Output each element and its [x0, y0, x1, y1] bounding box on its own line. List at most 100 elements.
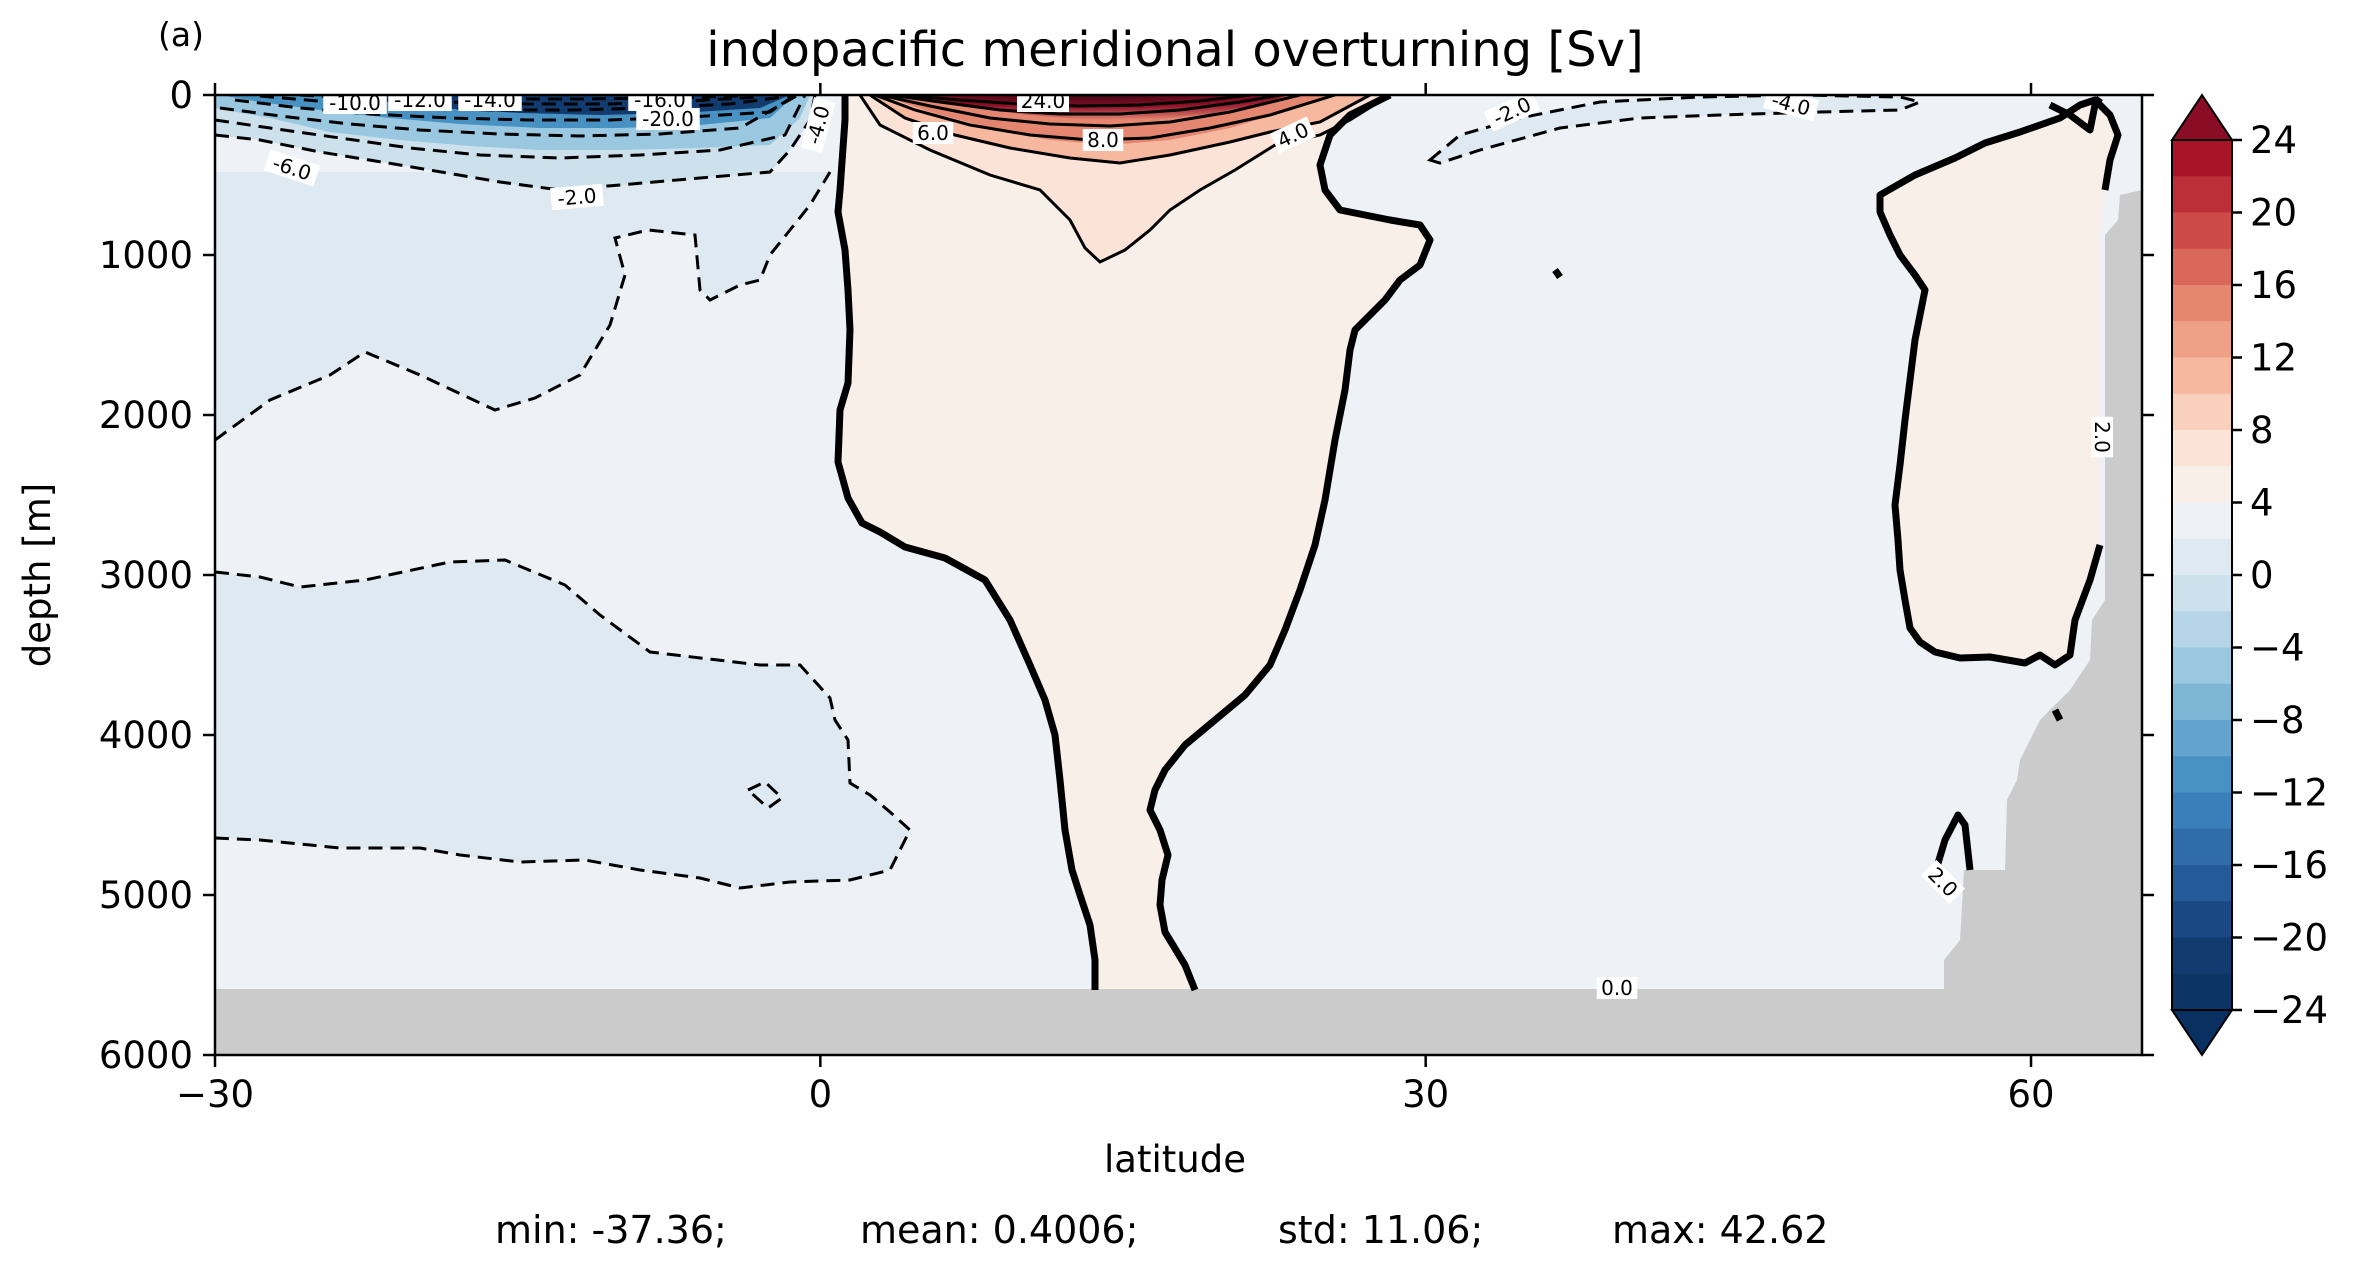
stat-min: min: -37.36;: [495, 1208, 727, 1252]
colorbar-tick-label: 8: [2250, 409, 2274, 452]
colorbar-segment: [2172, 575, 2232, 612]
stat-mean: mean: 0.4006;: [860, 1208, 1138, 1252]
contour-neg-north-surface: [1426, 95, 1925, 165]
y-tick-label: 6000: [99, 1034, 193, 1077]
contour-label-text: 8.0: [1087, 128, 1119, 152]
contour-label: -16.0: [628, 95, 692, 112]
contour-label-bg: [323, 95, 387, 114]
colorbar-segment: [2172, 285, 2232, 322]
x-tick-label: 30: [1402, 1073, 1449, 1116]
contour-label-text: -12.0: [394, 88, 446, 112]
colorbar-segment: [2172, 212, 2232, 250]
negative-region-upper-south: [215, 172, 830, 440]
contour-label: 6.0: [912, 121, 954, 145]
colorbar-segment: [2172, 647, 2232, 685]
colorbar-tick-label: 4: [2250, 482, 2274, 525]
colorbar-segment: [2172, 792, 2232, 830]
contour-label: 2.0: [2090, 416, 2114, 458]
colorbar-segment: [2172, 937, 2232, 975]
x-tick-label: 60: [2007, 1073, 2054, 1116]
colorbar-extend-top: [2170, 93, 2234, 141]
colorbar-segment: [2172, 466, 2232, 504]
x-tick-label: −30: [176, 1073, 254, 1116]
y-axis-ticks: 0 1000 2000 3000 4000 5000 6000: [99, 74, 2154, 1077]
y-tick-label: 3000: [99, 554, 193, 597]
contour-label-text: -20.0: [642, 107, 694, 131]
colorbar-tick-label: 12: [2250, 337, 2297, 380]
contour-label-bg: [628, 95, 692, 111]
contour-zero-north-top: [2048, 95, 2103, 134]
colorbar-tick-label: −12: [2250, 772, 2328, 815]
colorbar-extend-bottom: [2170, 1009, 2234, 1057]
contour-neg-6: [219, 95, 799, 138]
contour-neg-south-upper: [215, 171, 832, 442]
x-axis-label: latitude: [1104, 1138, 1246, 1181]
colorbar: 24 20 16 12 8 4 0 −4 −8 −12 −16 −20 −24: [2170, 93, 2328, 1057]
panel-label: (a): [158, 15, 204, 54]
contour-label: -12.0: [388, 88, 452, 112]
y-tick-label: 2000: [99, 394, 193, 437]
colorbar-tick-label: 16: [2250, 264, 2297, 307]
plot-area: -10.0 -12.0 -14.0 -16.0-20.0-6.0-2.0-4.024.…: [215, 88, 2142, 1055]
zero-contours: [834, 95, 2122, 992]
contour-zero-fragment-a: [2051, 708, 2064, 722]
colorbar-tick-label: 24: [2250, 119, 2297, 162]
contour-label: 8.0: [1082, 128, 1124, 152]
contour-label: 0.0: [1596, 976, 1638, 1000]
y-axis-label: depth [m]: [16, 483, 59, 667]
contour-label-bg: [388, 95, 452, 111]
colorbar-segment: [2172, 683, 2232, 721]
contour-label-bg: [550, 183, 604, 211]
contour-neg-south-mid: [215, 558, 912, 890]
colorbar-segment: [2172, 865, 2232, 902]
positive-region-north: [1880, 100, 2118, 665]
contour-label-bg: [1596, 977, 1638, 999]
contour-zero-tropical-east: [1146, 95, 1434, 992]
colorbar-tick-label: −8: [2250, 699, 2305, 742]
northern-topography: [1944, 95, 2142, 1055]
contour-label-text: -10.0: [329, 91, 381, 115]
x-tick-label: 0: [809, 1073, 833, 1116]
contour-neg-small-loop: [745, 780, 785, 810]
contour-label-bg: [1017, 95, 1069, 112]
bottom-topography: [215, 989, 2142, 1055]
stat-max: max: 42.62: [1612, 1208, 1828, 1252]
summary-stats: min: -37.36; mean: 0.4006; std: 11.06; m…: [495, 1208, 1828, 1252]
contour-label-bg: [1082, 129, 1124, 151]
colorbar-segment: [2172, 901, 2232, 939]
contour-zero-north: [1876, 96, 2122, 669]
x-axis-ticks: −30 0 30 60: [176, 83, 2055, 1116]
contour-neg-4: [215, 95, 807, 160]
positive-region-tropical: [838, 95, 1430, 1055]
contour-label-text: 2.0: [2090, 421, 2114, 453]
colorbar-segment: [2172, 176, 2232, 214]
contour-pos-core: [899, 95, 1251, 108]
stat-std: std: 11.06;: [1278, 1208, 1483, 1252]
y-tick-label: 5000: [99, 874, 193, 917]
contour-labels: -10.0 -12.0 -14.0 -16.0-20.0-6.0-2.0-4.024.…: [263, 88, 2114, 1000]
negative-region-deep-south: [215, 560, 910, 888]
colorbar-segment: [2172, 248, 2232, 286]
colorbar-segment: [2172, 321, 2232, 359]
contour-zero-fragment-b: [1932, 811, 1974, 872]
contour-label-bg: [2091, 416, 2113, 458]
contour-label-bg: [636, 108, 700, 130]
contour-label-bg: [263, 149, 321, 187]
contour-zero-tropical-west: [834, 95, 1099, 990]
colorbar-segment: [2172, 140, 2232, 177]
contour-pos-8: [879, 95, 1301, 128]
contour-label-bg: [458, 95, 522, 111]
contour-label: -10.0: [323, 91, 387, 115]
colorbar-segment: [2172, 502, 2232, 540]
colorbar-tick-label: 0: [2250, 554, 2274, 597]
contour-label-bg: [800, 97, 836, 153]
colorbar-tick-label: −4: [2250, 627, 2305, 670]
contour-label: -14.0: [458, 88, 522, 112]
colorbar-tick-label: −16: [2250, 844, 2328, 887]
colorbar-segment: [2172, 720, 2232, 757]
contour-label-bg: [1483, 95, 1541, 132]
contour-label-text: -14.0: [464, 88, 516, 112]
colorbar-tick-label: 20: [2250, 192, 2297, 235]
colorbar-segment: [2172, 611, 2232, 649]
